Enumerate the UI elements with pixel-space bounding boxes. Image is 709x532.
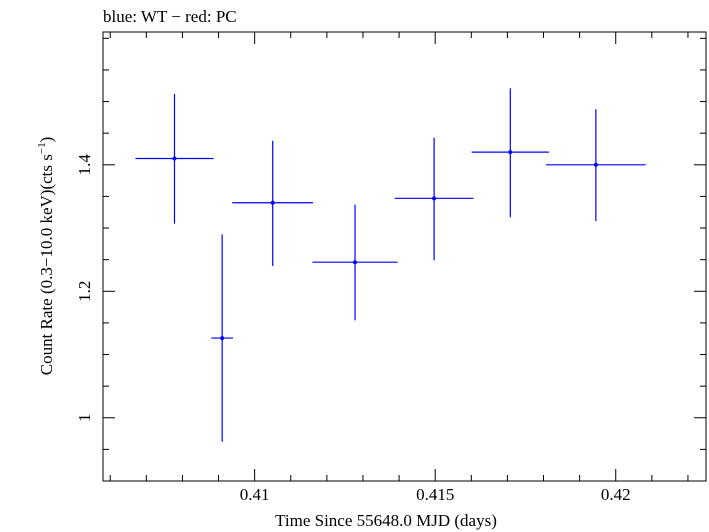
chart-title: blue: WT − red: PC	[103, 7, 237, 26]
data-series-wt	[135, 88, 646, 442]
x-tick-labels: 0.41 0.415 0.42	[240, 485, 631, 504]
data-marker	[593, 162, 598, 167]
y-tick-label: 1.4	[75, 154, 94, 176]
y-tick-label: 1.2	[75, 281, 94, 302]
data-point	[471, 88, 549, 218]
plot-frame	[102, 31, 707, 482]
data-marker	[508, 150, 513, 155]
y-tick-label: 1	[75, 414, 94, 423]
x-tick-label: 0.41	[240, 485, 270, 504]
x-tick-label: 0.415	[416, 485, 454, 504]
data-point	[232, 140, 314, 266]
data-marker	[353, 260, 358, 265]
y-axis-label: Count Rate (0.3−10.0 keV)(cts s−1)	[36, 137, 56, 376]
y-axis-label-close: )	[37, 137, 56, 143]
data-point	[312, 204, 398, 321]
data-marker	[432, 196, 437, 201]
data-point	[546, 109, 646, 222]
axis-ticks	[103, 32, 706, 482]
data-marker	[270, 200, 275, 205]
x-tick-label: 0.42	[601, 485, 631, 504]
data-marker	[172, 156, 177, 161]
data-point	[135, 93, 214, 224]
y-axis-label-superscript: −1	[36, 142, 48, 154]
y-tick-labels: 1 1.2 1.4	[75, 154, 94, 422]
x-axis-label: Time Since 55648.0 MJD (days)	[275, 511, 497, 530]
data-point	[211, 234, 233, 442]
data-marker	[220, 336, 225, 341]
y-axis-label-main: Count Rate (0.3−10.0 keV)(cts s	[37, 154, 56, 375]
data-point	[394, 137, 474, 261]
